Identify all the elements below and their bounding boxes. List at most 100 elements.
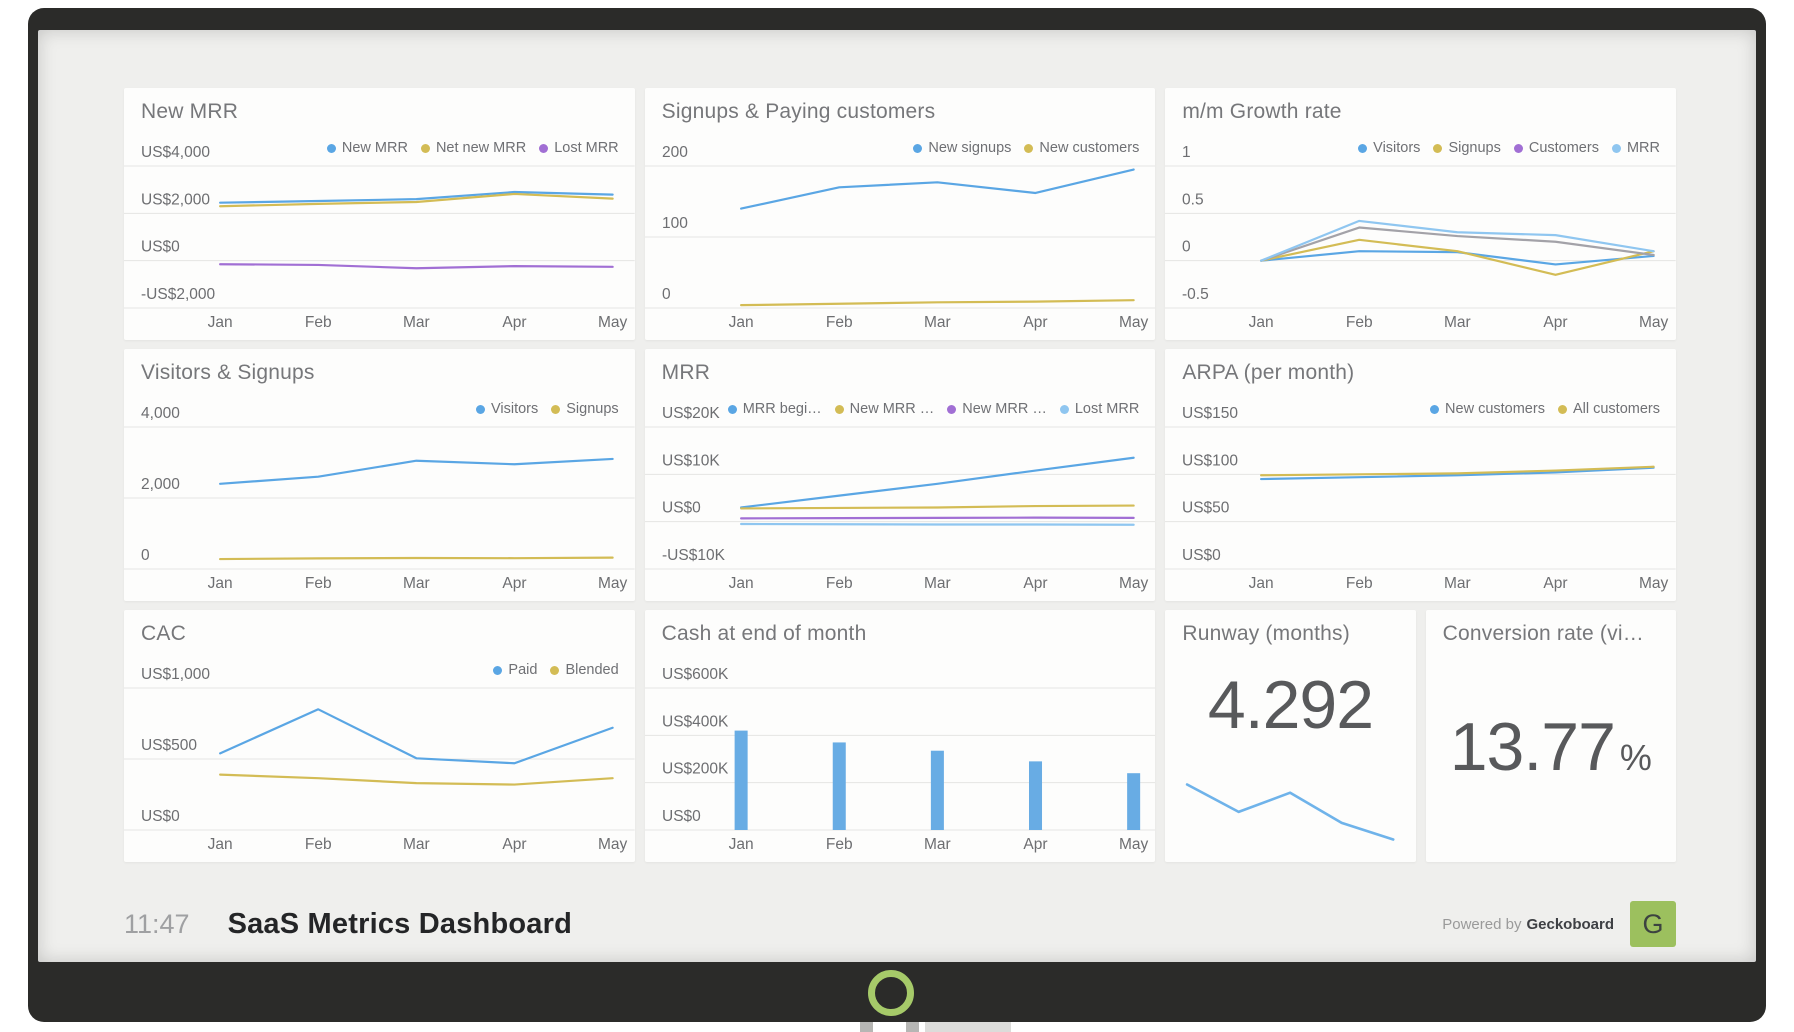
legend-item: Visitors <box>1358 140 1420 156</box>
panel-conversion-rate: Conversion rate (vi… 13.77% <box>1425 610 1676 862</box>
svg-text:May: May <box>1119 575 1149 592</box>
conversion-value: 13.77% <box>1449 709 1652 785</box>
signups-paying-chart: 200 100 0 Jan Feb Mar Apr May <box>644 144 1156 331</box>
svg-text:-0.5: -0.5 <box>1182 286 1209 303</box>
svg-text:Apr: Apr <box>502 314 526 331</box>
panel-title: New MRR <box>141 100 239 123</box>
svg-text:Apr: Apr <box>1023 836 1047 853</box>
svg-text:4,000: 4,000 <box>141 405 180 422</box>
panel-title: Conversion rate (vi… <box>1442 622 1644 645</box>
legend-dot-icon <box>1430 404 1440 414</box>
svg-text:-US$10K: -US$10K <box>662 547 726 564</box>
svg-text:0: 0 <box>662 286 671 303</box>
chart-legend: Paid Blended <box>493 662 619 678</box>
chart-legend: Visitors Signups Customers MRR <box>1358 140 1660 156</box>
svg-text:US$100: US$100 <box>1182 452 1238 469</box>
legend-item: Signups <box>1433 140 1501 156</box>
panel-arpa: US$150 US$100 US$50 US$0 Jan Feb Mar Apr May ARP… <box>1165 349 1676 601</box>
svg-text:Apr: Apr <box>1023 314 1047 331</box>
svg-text:US$0: US$0 <box>1182 547 1221 564</box>
svg-text:Mar: Mar <box>924 314 951 331</box>
chart-legend: MRR begi… New MRR … New MRR … Lost MRR <box>727 401 1139 417</box>
brand-name: Geckoboard <box>1526 915 1614 933</box>
svg-text:US$50: US$50 <box>1182 500 1230 517</box>
panel-title: CAC <box>141 622 186 645</box>
legend-dot-icon <box>1059 404 1069 414</box>
svg-text:May: May <box>1119 836 1149 853</box>
legend-dot-icon <box>475 404 485 414</box>
legend-dot-icon <box>1513 143 1523 153</box>
svg-text:US$4,000: US$4,000 <box>141 144 210 161</box>
svg-text:Feb: Feb <box>305 575 332 592</box>
panel-title: Visitors & Signups <box>141 361 315 384</box>
legend-item: Visitors <box>475 401 538 417</box>
legend-item: All customers <box>1557 401 1660 417</box>
new-mrr-chart: US$4,000 US$2,000 US$0 -US$2,000 Jan Feb Mar Ap… <box>124 144 635 331</box>
tv-stand-base <box>925 1022 1011 1032</box>
legend-item: Blended <box>550 662 619 678</box>
svg-text:Feb: Feb <box>305 836 332 853</box>
svg-text:Mar: Mar <box>1444 575 1471 592</box>
svg-text:Jan: Jan <box>208 836 233 853</box>
svg-text:Feb: Feb <box>826 314 853 331</box>
legend-item: New MRR <box>326 140 408 156</box>
legend-item: Customers <box>1513 140 1599 156</box>
runway-sparkline <box>1186 783 1395 841</box>
dashboard-footer: 11:47 SaaS Metrics Dashboard Powered by … <box>124 888 1676 960</box>
dashboard-title: SaaS Metrics Dashboard <box>227 907 573 940</box>
svg-text:0.5: 0.5 <box>1182 191 1204 208</box>
svg-text:May: May <box>598 575 628 592</box>
svg-text:Feb: Feb <box>305 314 332 331</box>
svg-text:Jan: Jan <box>728 836 753 853</box>
legend-dot-icon <box>834 404 844 414</box>
panel-visitors-signups: 4,000 2,000 0 Jan Feb Mar Apr May Visitors & Si… <box>124 349 635 601</box>
panel-title: Signups & Paying customers <box>661 100 936 123</box>
panel-runway: Runway (months) 4.292 <box>1165 610 1416 862</box>
svg-text:Feb: Feb <box>1346 314 1373 331</box>
svg-text:Apr: Apr <box>1544 575 1568 592</box>
svg-text:May: May <box>598 836 628 853</box>
svg-text:US$150: US$150 <box>1182 405 1238 422</box>
panel-title: Runway (months) <box>1182 622 1350 645</box>
svg-text:Apr: Apr <box>1023 575 1047 592</box>
svg-text:2,000: 2,000 <box>141 476 180 493</box>
svg-text:US$0: US$0 <box>141 808 180 825</box>
svg-text:Mar: Mar <box>403 575 430 592</box>
legend-item: New signups <box>913 140 1011 156</box>
svg-text:Apr: Apr <box>502 836 526 853</box>
svg-text:Mar: Mar <box>403 836 430 853</box>
svg-text:0: 0 <box>1182 239 1191 256</box>
svg-text:0: 0 <box>141 547 150 564</box>
legend-item: Lost MRR <box>1059 401 1139 417</box>
svg-text:May: May <box>1639 314 1669 331</box>
tv-bezel: US$4,000 US$2,000 US$0 -US$2,000 Jan Feb Mar Ap… <box>28 8 1766 1022</box>
svg-text:1: 1 <box>1182 144 1191 161</box>
svg-text:Jan: Jan <box>728 314 753 331</box>
svg-text:Mar: Mar <box>924 575 951 592</box>
powered-by: Powered by Geckoboard G <box>1442 901 1676 947</box>
power-ring-icon <box>868 970 914 1016</box>
svg-text:Jan: Jan <box>1249 575 1274 592</box>
legend-item: MRR <box>1611 140 1660 156</box>
svg-text:US$0: US$0 <box>662 808 701 825</box>
tv-stand-leg <box>860 1022 873 1032</box>
panel-mm-growth-rate: 1 0.5 0 -0.5 Jan Feb Mar Apr May m/m Growth rate… <box>1165 88 1676 340</box>
chart-legend: New signups New customers <box>913 140 1139 156</box>
svg-text:US$0: US$0 <box>141 239 180 256</box>
legend-item: Paid <box>493 662 537 678</box>
svg-text:US$1,000: US$1,000 <box>141 666 210 683</box>
legend-dot-icon <box>539 143 549 153</box>
arpa-chart: US$150 US$100 US$50 US$0 Jan Feb Mar Apr May <box>1165 405 1676 592</box>
svg-text:US$2,000: US$2,000 <box>141 191 210 208</box>
tv-stand-leg <box>906 1022 919 1032</box>
legend-dot-icon <box>551 404 561 414</box>
legend-dot-icon <box>550 665 560 675</box>
chart-legend: Visitors Signups <box>475 401 619 417</box>
svg-text:-US$2,000: -US$2,000 <box>141 286 216 303</box>
svg-text:200: 200 <box>662 144 688 161</box>
legend-item: Lost MRR <box>539 140 619 156</box>
svg-text:Jan: Jan <box>728 575 753 592</box>
visitors-signups-chart: 4,000 2,000 0 Jan Feb Mar Apr May <box>124 405 635 592</box>
svg-text:US$200K: US$200K <box>662 761 729 778</box>
